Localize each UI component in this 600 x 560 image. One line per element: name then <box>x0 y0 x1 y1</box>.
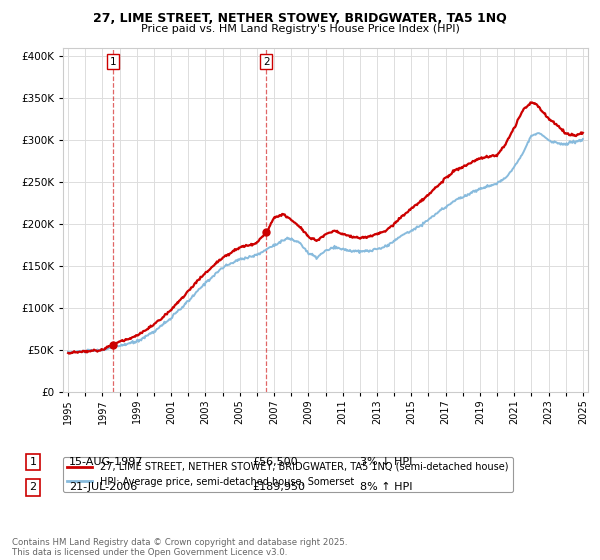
Text: 2: 2 <box>29 482 37 492</box>
Text: £56,500: £56,500 <box>252 457 298 467</box>
Legend: 27, LIME STREET, NETHER STOWEY, BRIDGWATER, TA5 1NQ (semi-detached house), HPI: : 27, LIME STREET, NETHER STOWEY, BRIDGWAT… <box>62 457 513 492</box>
Text: 2: 2 <box>263 57 269 67</box>
Text: 1: 1 <box>29 457 37 467</box>
Text: £189,950: £189,950 <box>252 482 305 492</box>
Text: 3% ↓ HPI: 3% ↓ HPI <box>360 457 412 467</box>
Text: Contains HM Land Registry data © Crown copyright and database right 2025.
This d: Contains HM Land Registry data © Crown c… <box>12 538 347 557</box>
Text: 27, LIME STREET, NETHER STOWEY, BRIDGWATER, TA5 1NQ: 27, LIME STREET, NETHER STOWEY, BRIDGWAT… <box>93 12 507 25</box>
Text: 8% ↑ HPI: 8% ↑ HPI <box>360 482 413 492</box>
Text: 21-JUL-2006: 21-JUL-2006 <box>69 482 137 492</box>
Text: 1: 1 <box>110 57 116 67</box>
Text: 15-AUG-1997: 15-AUG-1997 <box>69 457 143 467</box>
Text: Price paid vs. HM Land Registry's House Price Index (HPI): Price paid vs. HM Land Registry's House … <box>140 24 460 34</box>
